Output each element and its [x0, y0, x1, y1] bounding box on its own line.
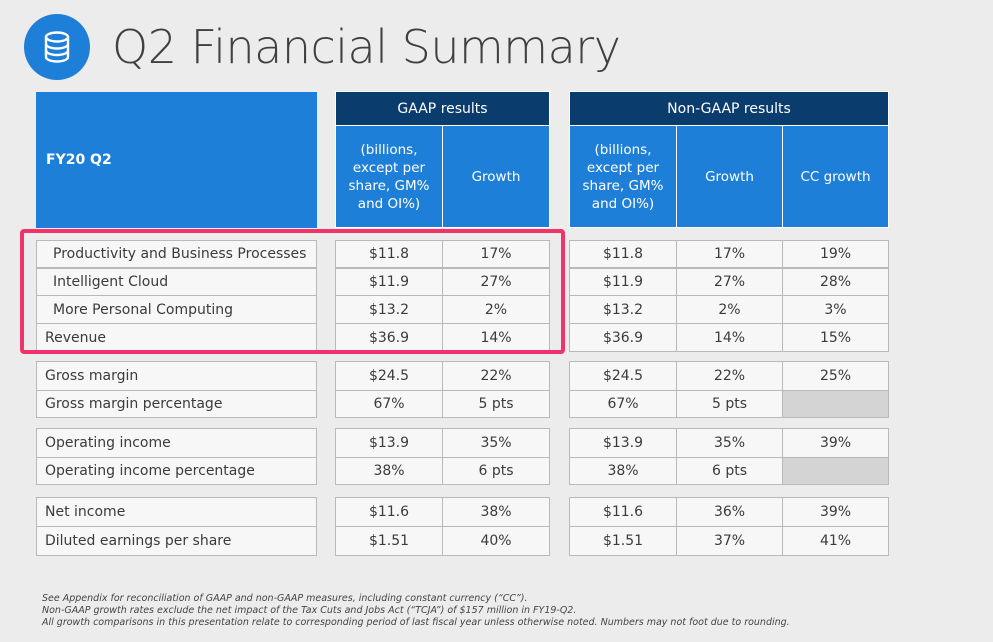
table-cell-gaap-amount: $13.9: [335, 428, 443, 458]
table-cell-ng-cc: [782, 457, 889, 485]
row-label: More Personal Computing: [36, 295, 317, 324]
table-cell-ng-amount: 67%: [569, 390, 677, 418]
gaap-group-header: GAAP results: [335, 91, 550, 126]
table-cell-gaap-growth: 5 pts: [442, 390, 550, 418]
table-cell-ng-amount: $1.51: [569, 526, 677, 556]
table-cell-ng-amount: $13.2: [569, 295, 677, 324]
row-label: Gross margin percentage: [36, 390, 317, 418]
table-cell-gaap-growth: 14%: [442, 323, 550, 352]
table-cell-ng-growth: 37%: [676, 526, 783, 556]
table-cell-gaap-amount: $13.2: [335, 295, 443, 324]
row-label: Net income: [36, 497, 317, 527]
row-label: Gross margin: [36, 361, 317, 391]
row-label: Diluted earnings per share: [36, 526, 317, 556]
table-cell-ng-growth: 5 pts: [676, 390, 783, 418]
table-cell-gaap-amount: $1.51: [335, 526, 443, 556]
page-title: Q2 Financial Summary: [112, 20, 621, 74]
footnote: All growth comparisons in this presentat…: [42, 617, 790, 628]
logo: [24, 14, 90, 80]
row-label: Revenue: [36, 323, 317, 352]
gaap-amount-header: (billions, except per share, GM% and OI%…: [335, 125, 443, 228]
table-cell-ng-growth: 6 pts: [676, 457, 783, 485]
row-label: Productivity and Business Processes: [36, 240, 317, 268]
table-cell-ng-cc: 39%: [782, 428, 889, 458]
table-cell-ng-growth: 27%: [676, 268, 783, 296]
nongaap-group-header: Non-GAAP results: [569, 91, 889, 126]
table-cell-gaap-growth: 22%: [442, 361, 550, 391]
table-cell-ng-cc: 41%: [782, 526, 889, 556]
table-cell-gaap-growth: 6 pts: [442, 457, 550, 485]
table-cell-ng-amount: $11.8: [569, 240, 677, 268]
row-label: Operating income: [36, 428, 317, 458]
footnotes: See Appendix for reconciliation of GAAP …: [42, 593, 790, 629]
table-cell-ng-cc: 19%: [782, 240, 889, 268]
database-icon: [44, 31, 70, 63]
row-header-label: FY20 Q2: [36, 92, 317, 228]
table-cell-ng-growth: 36%: [676, 497, 783, 527]
nongaap-amount-header: (billions, except per share, GM% and OI%…: [569, 125, 677, 228]
table-cell-gaap-amount: 67%: [335, 390, 443, 418]
table-cell-gaap-growth: 17%: [442, 240, 550, 268]
table-cell-ng-cc: 15%: [782, 323, 889, 352]
table-cell-gaap-amount: $11.9: [335, 268, 443, 296]
table-cell-gaap-amount: $11.8: [335, 240, 443, 268]
nongaap-growth-header: Growth: [676, 125, 783, 228]
table-cell-ng-growth: 14%: [676, 323, 783, 352]
table-cell-ng-amount: $13.9: [569, 428, 677, 458]
table-cell-ng-cc: 39%: [782, 497, 889, 527]
table-cell-ng-amount: $36.9: [569, 323, 677, 352]
table-cell-gaap-growth: 2%: [442, 295, 550, 324]
table-cell-gaap-growth: 40%: [442, 526, 550, 556]
footnote: See Appendix for reconciliation of GAAP …: [42, 593, 528, 604]
table-cell-gaap-amount: $11.6: [335, 497, 443, 527]
row-label: Intelligent Cloud: [36, 268, 317, 296]
table-cell-ng-cc: 3%: [782, 295, 889, 324]
table-cell-ng-amount: $24.5: [569, 361, 677, 391]
table-cell-gaap-growth: 35%: [442, 428, 550, 458]
gaap-growth-header: Growth: [442, 125, 550, 228]
table-cell-ng-growth: 2%: [676, 295, 783, 324]
table-cell-ng-cc: 25%: [782, 361, 889, 391]
table-cell-gaap-amount: $24.5: [335, 361, 443, 391]
table-cell-ng-growth: 22%: [676, 361, 783, 391]
table-cell-ng-amount: $11.9: [569, 268, 677, 296]
table-cell-ng-amount: 38%: [569, 457, 677, 485]
nongaap-cc-growth-header: CC growth: [782, 125, 889, 228]
table-cell-gaap-amount: 38%: [335, 457, 443, 485]
table-cell-gaap-growth: 38%: [442, 497, 550, 527]
table-cell-gaap-amount: $36.9: [335, 323, 443, 352]
table-cell-ng-cc: 28%: [782, 268, 889, 296]
table-cell-ng-growth: 17%: [676, 240, 783, 268]
table-cell-ng-amount: $11.6: [569, 497, 677, 527]
row-label: Operating income percentage: [36, 457, 317, 485]
table-cell-ng-cc: [782, 390, 889, 418]
table-cell-gaap-growth: 27%: [442, 268, 550, 296]
table-cell-ng-growth: 35%: [676, 428, 783, 458]
footnote: Non-GAAP growth rates exclude the net im…: [42, 605, 577, 616]
